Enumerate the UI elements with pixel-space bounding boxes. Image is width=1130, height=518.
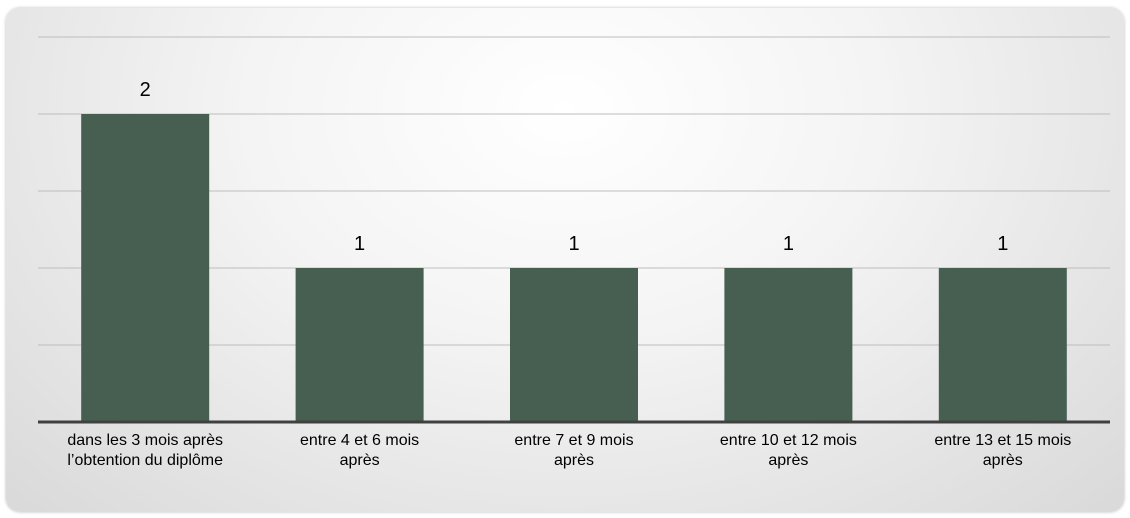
value-label: 2 — [140, 79, 151, 101]
bar — [295, 268, 424, 422]
x-tick-label: entre 10 et 12 mois après — [719, 432, 857, 469]
value-label: 1 — [997, 233, 1008, 255]
bar — [81, 114, 210, 422]
x-tick-label: entre 13 et 15 mois après — [934, 432, 1072, 469]
x-tick-label: entre 4 et 6 mois après — [300, 432, 420, 469]
bar — [724, 268, 853, 422]
value-label: 1 — [354, 233, 365, 255]
value-label: 1 — [568, 233, 579, 255]
bar — [938, 268, 1067, 422]
x-tick-label: entre 7 et 9 mois après — [514, 432, 634, 469]
value-label: 1 — [783, 233, 794, 255]
x-tick-label: dans les 3 mois après l’obtention du dip… — [67, 432, 224, 469]
bar — [510, 268, 638, 422]
